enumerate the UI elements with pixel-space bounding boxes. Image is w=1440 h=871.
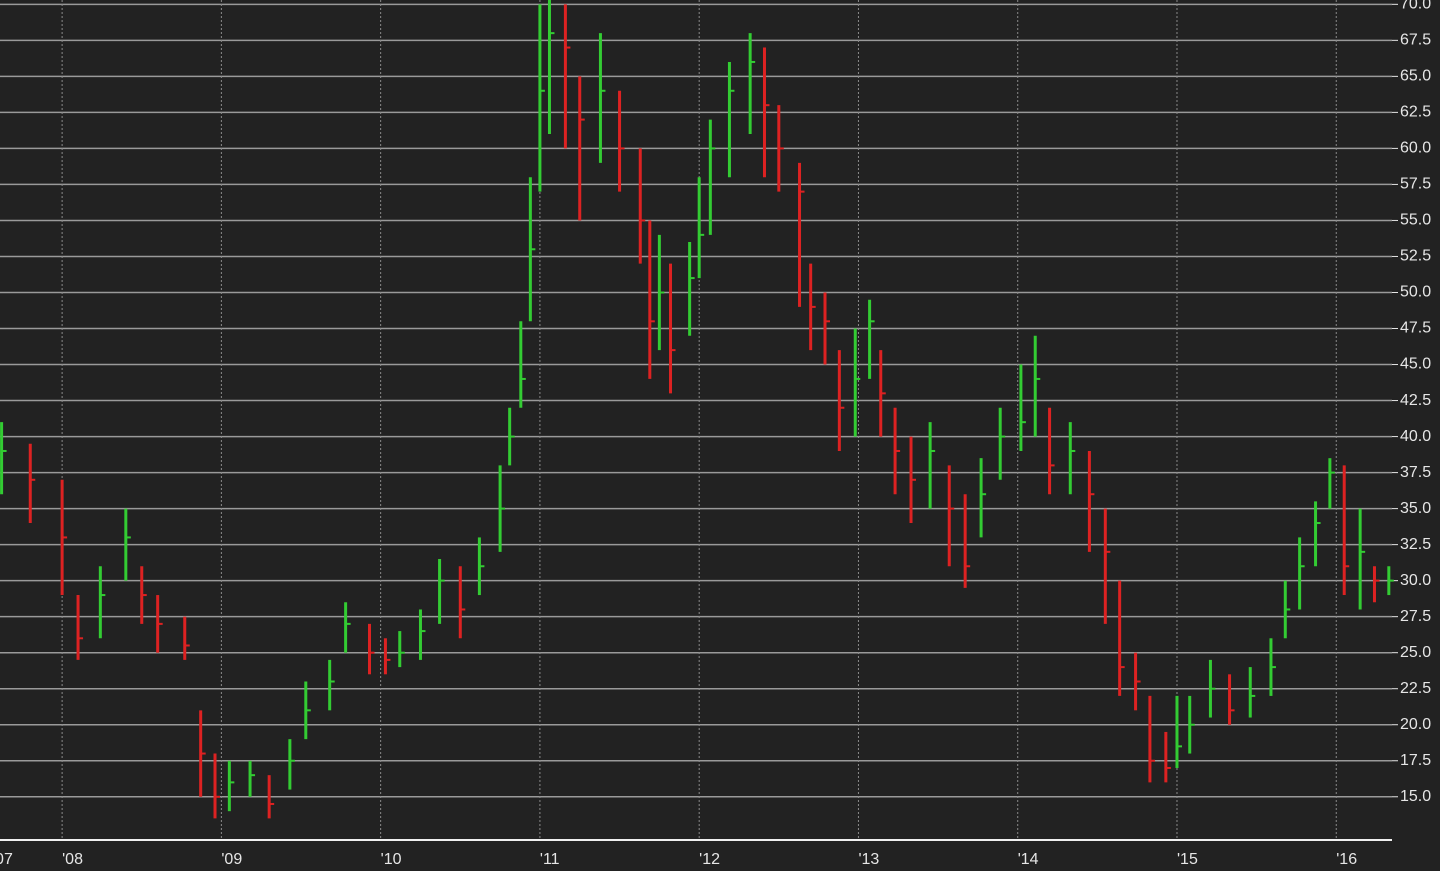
y-tick-label: 60.0 xyxy=(1400,140,1431,157)
x-tick-label: '14 xyxy=(1018,851,1039,868)
x-tick-label: '16 xyxy=(1336,851,1357,868)
y-tick-label: 32.5 xyxy=(1400,536,1431,553)
y-tick-label: 70.0 xyxy=(1400,0,1431,13)
x-tick-label: '15 xyxy=(1177,851,1198,868)
y-tick-label: 15.0 xyxy=(1400,788,1431,805)
x-tick-label: '08 xyxy=(62,851,83,868)
y-tick-label: 37.5 xyxy=(1400,464,1431,481)
y-tick-label: 25.0 xyxy=(1400,644,1431,661)
y-tick-label: 22.5 xyxy=(1400,680,1431,697)
y-tick-label: 27.5 xyxy=(1400,608,1431,625)
y-tick-label: 67.5 xyxy=(1400,32,1431,49)
y-tick-label: 47.5 xyxy=(1400,320,1431,337)
y-tick-label: 42.5 xyxy=(1400,392,1431,409)
x-tick-label: '07 xyxy=(0,851,13,868)
y-tick-label: 65.0 xyxy=(1400,68,1431,85)
y-tick-label: 17.5 xyxy=(1400,752,1431,769)
y-tick-label: 57.5 xyxy=(1400,176,1431,193)
y-tick-label: 55.0 xyxy=(1400,212,1431,229)
y-tick-label: 40.0 xyxy=(1400,428,1431,445)
y-tick-label: 50.0 xyxy=(1400,284,1431,301)
y-tick-label: 35.0 xyxy=(1400,500,1431,517)
y-tick-label: 62.5 xyxy=(1400,104,1431,121)
x-tick-label: '09 xyxy=(221,851,242,868)
y-tick-label: 30.0 xyxy=(1400,572,1431,589)
y-tick-label: 52.5 xyxy=(1400,248,1431,265)
x-tick-label: '13 xyxy=(858,851,879,868)
x-tick-label: '12 xyxy=(699,851,720,868)
x-tick-label: '11 xyxy=(540,851,560,868)
y-tick-label: 45.0 xyxy=(1400,356,1431,373)
y-tick-label: 20.0 xyxy=(1400,716,1431,733)
x-tick-label: '10 xyxy=(381,851,402,868)
